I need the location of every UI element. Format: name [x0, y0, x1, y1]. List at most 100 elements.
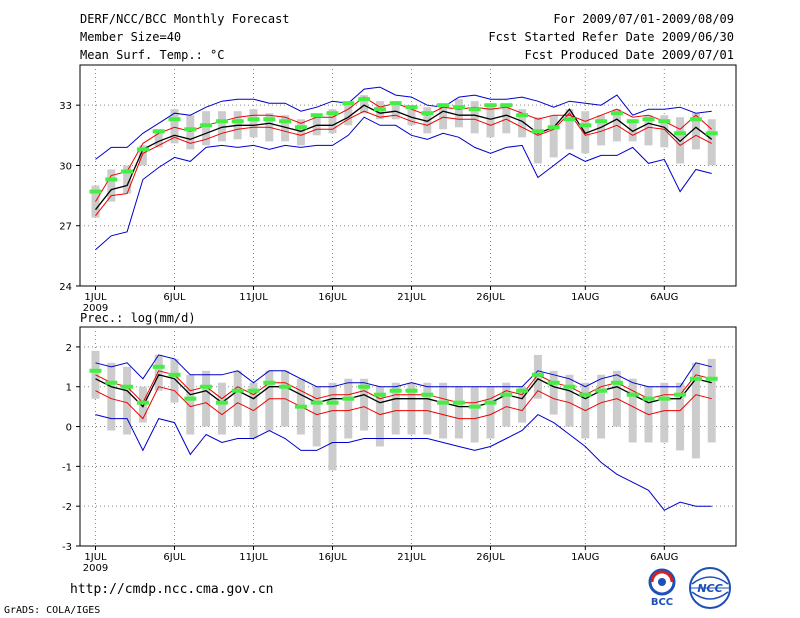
ensemble-range-bar [407, 382, 416, 435]
ncc-logo: NCC [689, 567, 731, 609]
ensemble-range-bar [549, 115, 558, 158]
observed-marker [658, 396, 671, 401]
ensemble-range-bar [154, 129, 163, 148]
temperature-panel: 24 27 30 33 1JUL 6JUL 11JUL 16JUL 21JUL 26JUL 1AUG… [59, 64, 737, 314]
observed-marker [484, 103, 497, 108]
observed-marker [342, 101, 355, 106]
observed-marker [579, 392, 592, 397]
y-tick-label: 24 [59, 282, 72, 293]
variable-label: Mean Surf. Temp.: °C [80, 48, 225, 62]
plot-frame [79, 326, 737, 547]
ensemble-range-bar [565, 109, 574, 150]
observed-marker [121, 384, 134, 389]
ensemble-range-bar [486, 386, 495, 439]
x-tick-label: 16JUL [318, 292, 347, 303]
observed-marker [595, 119, 608, 124]
ensemble-range-bar [486, 105, 495, 138]
observed-marker [231, 119, 244, 124]
observed-marker [452, 105, 465, 110]
x-tick-label: 6AUG [650, 552, 678, 563]
ensemble-range-bar [154, 354, 163, 391]
ensemble-range-bar [123, 165, 132, 194]
ensemble-range-bar [217, 111, 226, 142]
ensemble-range-bar [138, 145, 147, 166]
observed-marker [89, 368, 102, 373]
ensemble-range-bar [518, 109, 527, 138]
ensemble-range-bar [391, 382, 400, 435]
forecast-period-label: For 2009/07/01-2009/08/09 [553, 12, 734, 26]
ensemble-range-bar [296, 119, 305, 146]
observed-marker [294, 125, 307, 130]
ensemble-range-bar [628, 378, 637, 443]
ncc-logo-text: NCC [697, 582, 722, 595]
observed-marker [531, 372, 544, 377]
x-tick-label: 11JUL [239, 292, 268, 303]
ensemble-range-bar [360, 378, 369, 431]
spread-lower-line [95, 386, 712, 420]
ensemble-range-bar [360, 95, 369, 114]
observed-marker [215, 400, 228, 405]
ensemble-range-bar [549, 370, 558, 415]
observed-marker [136, 400, 149, 405]
observed-marker [310, 113, 323, 118]
observed-marker [626, 392, 639, 397]
observed-marker [358, 97, 371, 102]
observed-marker [452, 400, 465, 405]
observed-marker [310, 400, 323, 405]
observed-marker [294, 404, 307, 409]
ensemble-min-line [95, 413, 712, 511]
observed-marker [373, 107, 386, 112]
ensemble-range-bar [375, 386, 384, 447]
y-tick-label: -1 [62, 462, 72, 473]
ensemble-range-bar [707, 358, 716, 443]
observed-marker [579, 123, 592, 128]
ensemble-range-bar [691, 362, 700, 459]
observed-marker [516, 388, 529, 393]
y-tick-label: 27 [59, 222, 72, 233]
y-tick-label: 1 [66, 383, 72, 394]
ensemble-range-bar [565, 374, 574, 427]
observed-marker [168, 372, 181, 377]
observed-marker [326, 400, 339, 405]
y-tick-label: 33 [59, 101, 72, 112]
spread-upper-line [95, 96, 713, 202]
ensemble-min-line [95, 116, 712, 251]
x-tick-label: 26JUL [476, 292, 505, 303]
ensemble-range-bar [597, 115, 606, 146]
observed-marker [247, 388, 260, 393]
ensemble-range-bar [328, 382, 337, 471]
ensemble-range-bar [628, 119, 637, 142]
observed-marker [531, 129, 544, 134]
y-tick-label: 2 [66, 343, 72, 354]
observed-marker [547, 125, 560, 130]
grads-credit: GrADS: COLA/IGES [4, 605, 101, 616]
observed-marker [705, 131, 718, 136]
ensemble-range-bar [202, 370, 211, 427]
observed-marker [279, 119, 292, 124]
x-tick-label: 1AUG [571, 292, 599, 303]
ensemble-mean-line [95, 374, 712, 408]
source-url[interactable]: http://cmdp.ncc.cma.gov.cn [70, 582, 274, 597]
observed-marker [437, 103, 450, 108]
observed-marker [626, 119, 639, 124]
ensemble-range-bar [423, 382, 432, 435]
observed-marker [358, 384, 371, 389]
ensemble-range-bar [470, 101, 479, 134]
observed-marker [105, 177, 118, 182]
observed-marker [674, 131, 687, 136]
ensemble-range-bar [597, 374, 606, 439]
bcc-logo-text: BCC [651, 597, 673, 608]
ensemble-mean-line [94, 104, 713, 211]
observed-marker [121, 169, 134, 174]
ensemble-range-bar [217, 382, 226, 435]
ensemble-range-bar [186, 115, 195, 150]
x-tick-label: 16JUL [318, 552, 347, 563]
observed-marker [389, 388, 402, 393]
ensemble-range-bar [660, 382, 669, 443]
observed-marker [405, 105, 418, 110]
observed-marker [263, 117, 276, 122]
ensemble-range-bar [265, 370, 274, 431]
observed-marker [500, 103, 513, 108]
observed-marker [200, 384, 213, 389]
observed-marker [595, 388, 608, 393]
